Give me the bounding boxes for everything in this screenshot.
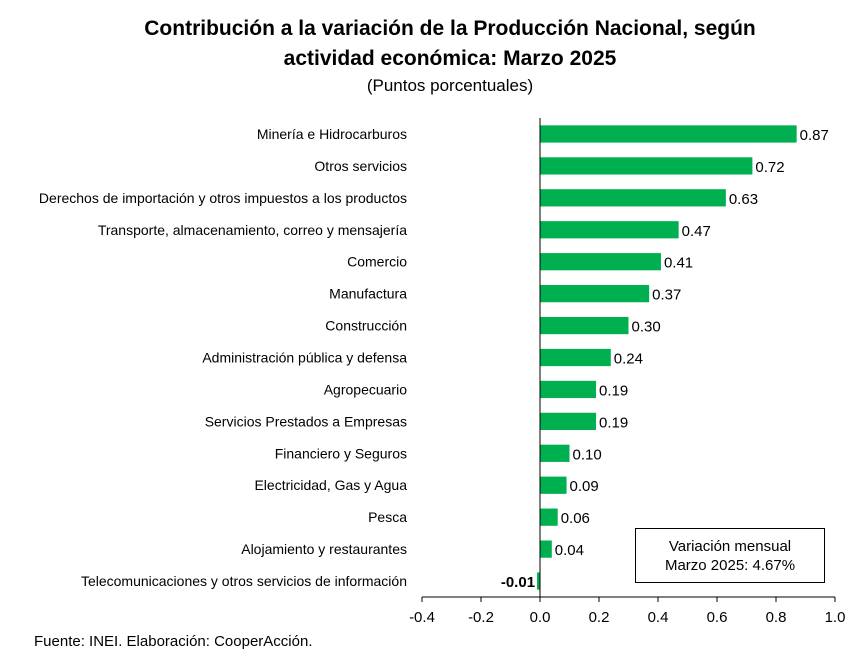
bar-3 <box>540 221 679 239</box>
category-label-8: Agropecuario <box>324 381 407 397</box>
value-label-9: 0.19 <box>599 414 628 431</box>
category-label-3: Transporte, almacenamiento, correo y men… <box>98 222 407 238</box>
bar-0 <box>540 125 797 143</box>
value-label-1: 0.72 <box>755 159 784 176</box>
category-label-11: Electricidad, Gas y Agua <box>254 477 407 493</box>
category-label-2: Derechos de importación y otros impuesto… <box>39 190 407 206</box>
value-label-5: 0.37 <box>652 287 681 304</box>
x-tick-label-4: 0.4 <box>648 609 669 626</box>
category-label-10: Financiero y Seguros <box>275 445 407 461</box>
value-label-3: 0.47 <box>682 223 711 240</box>
x-tick-label-3: 0.2 <box>589 609 610 626</box>
category-label-9: Servicios Prestados a Empresas <box>205 413 407 429</box>
bar-13 <box>540 540 552 558</box>
bar-7 <box>540 348 611 367</box>
note-line1: Variación mensual <box>668 538 792 555</box>
x-tick-label-1: -0.2 <box>468 609 494 626</box>
bar-12 <box>540 508 558 526</box>
note-line2: Marzo 2025: 4.67% <box>664 557 796 574</box>
value-label-8: 0.19 <box>599 382 628 399</box>
bar-4 <box>540 253 661 271</box>
monthly-variation-note: Variación mensual Marzo 2025: 4.67% <box>635 528 825 583</box>
x-tick-label-5: 0.6 <box>707 609 728 626</box>
bar-6 <box>540 316 629 335</box>
bar-2 <box>540 189 726 207</box>
value-label-0: 0.87 <box>800 127 829 144</box>
bar-1 <box>540 157 753 175</box>
x-tick-label-2: 0.0 <box>530 609 551 626</box>
category-label-4: Comercio <box>347 254 407 270</box>
bar-14 <box>537 572 540 590</box>
x-tick-label-6: 0.8 <box>766 609 787 626</box>
chart-title-line1: Contribución a la variación de la Produc… <box>144 17 756 40</box>
category-label-6: Construcción <box>325 318 407 334</box>
bar-11 <box>540 476 567 494</box>
value-label-2: 0.63 <box>729 191 758 208</box>
bar-8 <box>540 380 597 399</box>
value-label-13: 0.04 <box>555 542 584 559</box>
value-label-7: 0.24 <box>614 351 643 368</box>
category-label-13: Alojamiento y restaurantes <box>241 541 407 557</box>
x-tick-label-0: -0.4 <box>409 609 435 626</box>
value-label-11: 0.09 <box>570 478 599 495</box>
value-label-10: 0.10 <box>573 446 602 463</box>
value-label-6: 0.30 <box>632 319 661 336</box>
category-label-12: Pesca <box>368 509 407 525</box>
source-note: Fuente: INEI. Elaboración: CooperAcción. <box>34 633 313 650</box>
chart-title-line2: actividad económica: Marzo 2025 <box>283 47 617 70</box>
bar-9 <box>540 412 597 430</box>
value-label-4: 0.41 <box>664 255 693 272</box>
category-label-1: Otros servicios <box>314 158 407 174</box>
value-label-12: 0.06 <box>561 510 590 527</box>
category-label-0: Minería e Hidrocarburos <box>257 126 407 142</box>
bar-10 <box>540 444 570 462</box>
category-label-7: Administración pública y defensa <box>202 350 407 366</box>
chart-subtitle: (Puntos porcentuales) <box>366 76 534 95</box>
value-label-14: -0.01 <box>501 574 535 591</box>
category-label-14: Telecomunicaciones y otros servicios de … <box>81 573 407 589</box>
bar-5 <box>540 285 650 303</box>
category-label-5: Manufactura <box>329 286 407 302</box>
x-tick-label-7: 1.0 <box>825 609 846 626</box>
